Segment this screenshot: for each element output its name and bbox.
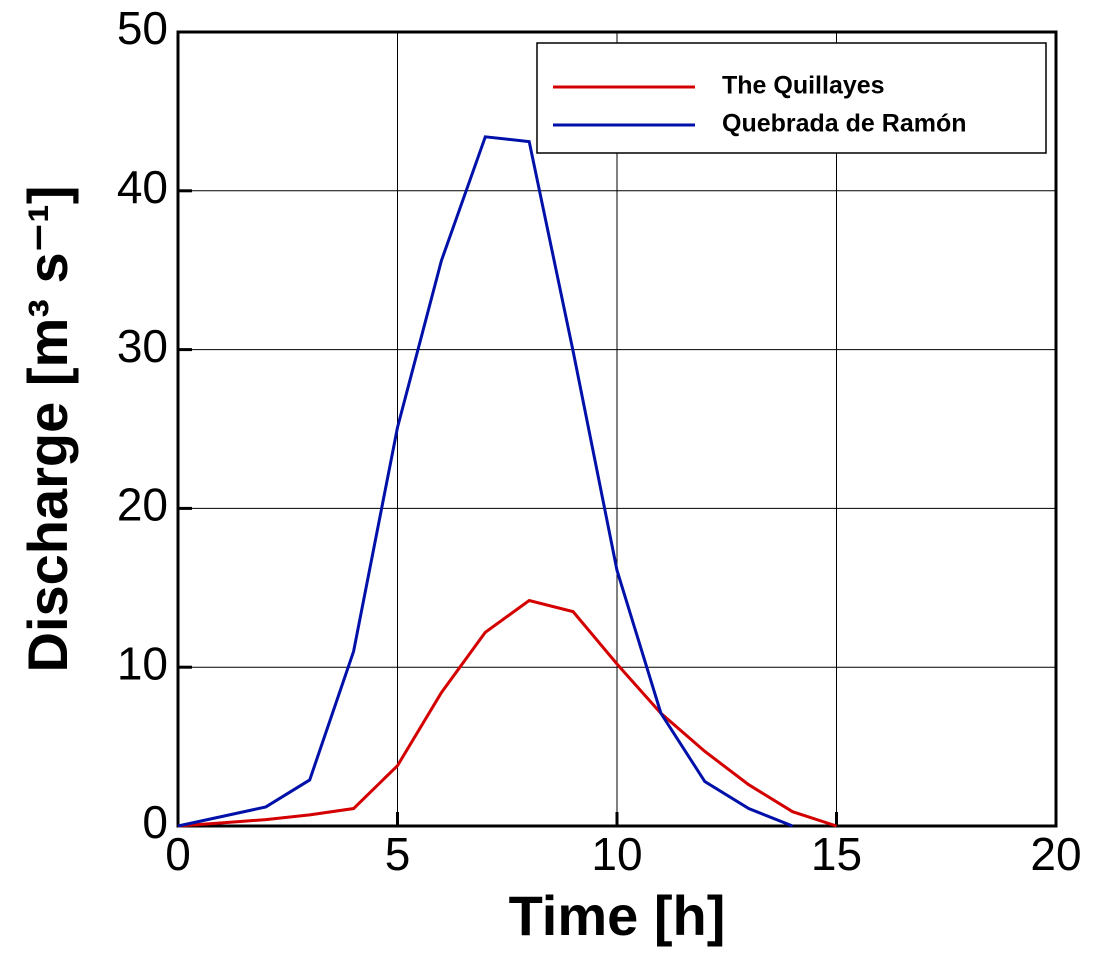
- y-axis-title: Discharge [m³ s⁻¹]: [16, 186, 79, 673]
- x-tick-label: 0: [165, 828, 191, 880]
- y-tick-label: 50: [117, 2, 168, 54]
- x-tick-label: 15: [811, 828, 862, 880]
- data-line: [177, 598, 837, 828]
- legend-box: [536, 42, 1047, 154]
- x-tick-label: 10: [591, 828, 642, 880]
- y-tick-label: 0: [142, 796, 168, 848]
- x-tick-label: 5: [385, 828, 411, 880]
- legend-label: The Quillayes: [722, 72, 885, 100]
- y-tick-label: 10: [117, 637, 168, 689]
- x-axis-title: Time [h]: [509, 884, 726, 947]
- legend-label: Quebrada de Ramón: [722, 110, 967, 138]
- y-tick-label: 30: [117, 320, 168, 372]
- y-tick-label: 40: [117, 161, 168, 213]
- plot-frame: [176, 30, 1058, 828]
- y-tick-label: 20: [117, 479, 168, 531]
- data-line: [177, 135, 794, 828]
- x-tick-label: 20: [1030, 828, 1081, 880]
